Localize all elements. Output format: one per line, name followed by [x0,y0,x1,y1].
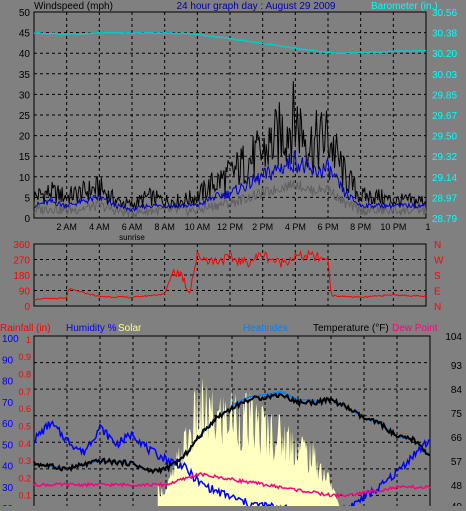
barometer-tick-label: 29.50 [432,132,457,143]
humidity-tick-label: 70 [2,398,14,409]
humidity-tick-label: 50 [2,440,14,451]
humidity-tick-label: 100 [2,334,19,345]
rain-tick-label: 0.6 [18,404,31,414]
direction-tick-label: 180 [13,271,30,282]
sunrise-label: sunrise [119,233,145,242]
humidity-tick-label: 60 [2,419,14,430]
wind-tick-label: 30 [19,90,31,101]
wind-gust-gray-line [33,179,427,220]
chart-title: 24 hour graph day : August 29 2009 [176,1,335,12]
legend-item: Dew Point [392,323,438,334]
solar-area [157,378,340,506]
compass-tick-label: W [434,256,444,267]
wind-tick-label: 35 [19,70,31,81]
compass-tick-label: N [434,302,441,313]
direction-tick-label: 270 [13,256,30,267]
wind-tick-label: 10 [19,173,31,184]
barometer-tick-label: 29.85 [432,90,457,101]
hour-tick-label: 12 PM [217,222,243,232]
hour-tick-label: 4 PM [285,222,306,232]
temp-tick-label: 104 [445,332,462,343]
dew-point-line [33,471,431,499]
legend-item: Temperature (°F) [313,323,389,334]
rain-tick-label: 0.7 [18,387,31,397]
barometer-tick-label: 28.79 [432,214,457,225]
hour-tick-label: 2 PM [252,222,273,232]
barometer-tick-label: 29.14 [432,173,457,184]
compass-tick-label: N [434,240,441,251]
legend-item: Rainfall (in) [0,323,51,334]
wind-tick-label: 50 [19,8,31,19]
humidity-tick-label: 30 [2,483,14,494]
rain-tick-label: 1 [26,335,31,345]
legend-item: Heatindex [243,323,288,334]
legend-item: Solar [118,323,142,334]
wind-axis-title: Windspeed (mph) [34,1,113,12]
legend-item: Humidity % [66,323,117,334]
direction-tick-label: 360 [13,240,30,251]
humidity-tick-label: 80 [2,377,14,388]
barometer-tick-label: 28.97 [432,193,457,204]
humidity-tick-label: 40 [2,462,14,473]
hour-tick-label: 8 AM [154,222,175,232]
temp-tick-label: 57 [451,457,463,468]
wind-average-line [33,150,426,212]
hour-tick-label: 8 PM [350,222,371,232]
barometer-tick-label: 30.38 [432,29,457,40]
barometer-tick-label: 29.32 [432,152,457,163]
wind-tick-label: 0 [24,214,30,225]
barometer-tick-label: 29.67 [432,111,457,122]
rain-tick-label: 0.3 [18,456,31,466]
hour-tick-label: 6 PM [317,222,338,232]
barometer-tick-label: 30.20 [432,49,457,60]
temp-tick-label: 40 [451,502,463,506]
rain-tick-label: 0.8 [18,370,31,380]
rain-tick-label: 0.9 [18,352,31,362]
temp-tick-label: 93 [451,361,463,372]
hour-tick-end: 1 [425,222,430,232]
direction-tick-label: 0 [24,302,30,313]
wind-tick-label: 40 [19,49,31,60]
humidity-line [33,419,431,511]
temp-tick-label: 75 [451,409,463,420]
wind-tick-label: 15 [19,152,31,163]
wind-tick-label: 20 [19,132,31,143]
hour-tick-label: 10 PM [380,222,406,232]
rain-tick-label: 0.5 [18,421,31,431]
direction-tick-label: 90 [19,287,31,298]
hour-tick-label: 4 AM [89,222,110,232]
temp-tick-label: 66 [451,433,463,444]
compass-tick-label: S [434,271,441,282]
wind-tick-label: 25 [19,111,31,122]
wind-direction-line [33,249,427,301]
rain-tick-label: 0.4 [18,439,31,449]
hour-tick-label: 6 AM [122,222,143,232]
hour-tick-label: 10 AM [185,222,211,232]
wind-speed-line [33,81,427,210]
rain-tick-label: 0.1 [18,491,31,501]
compass-tick-label: E [434,287,441,298]
hour-tick-label: 2 AM [56,222,77,232]
wind-tick-label: 5 [24,193,30,204]
wind-tick-label: 45 [19,29,31,40]
temp-tick-label: 84 [451,385,463,396]
barometer-axis-title: Barometer (in.) [371,1,438,12]
barometer-line [33,31,427,55]
temperature-line [33,392,431,475]
humidity-tick-label: 90 [2,355,14,366]
barometer-tick-label: 30.03 [432,70,457,81]
rain-tick-label: 0.2 [18,473,31,483]
temp-tick-label: 48 [451,481,463,492]
barometer-tick-label: 30.56 [432,8,457,19]
